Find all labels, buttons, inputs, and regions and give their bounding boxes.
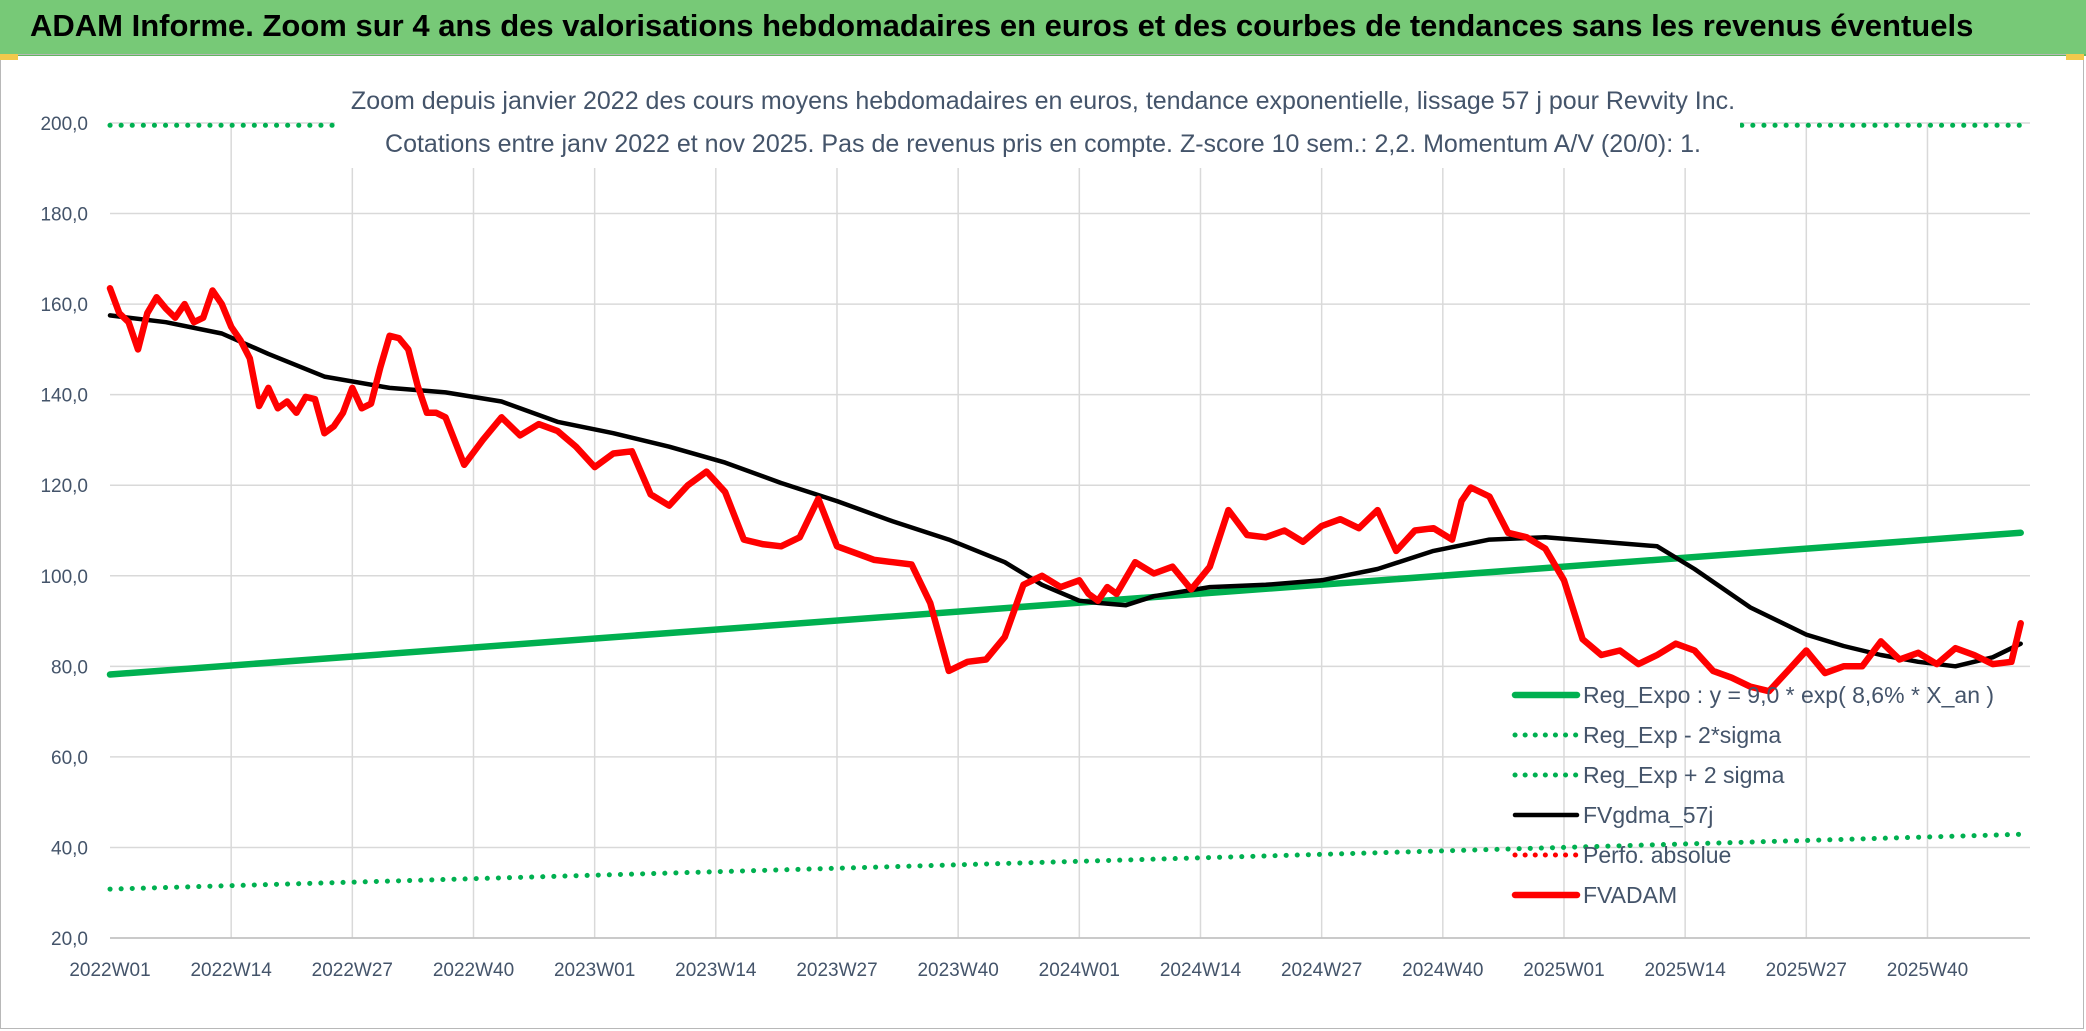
y-tick-label: 200,0 — [40, 114, 88, 135]
x-tick-label: 2023W01 — [554, 960, 635, 981]
y-axis-ticks: 20,0 40,0 60,0 80,0 100,0 120,0 140,0 160,0 180,… — [40, 114, 88, 950]
x-tick-label: 2023W14 — [675, 960, 757, 981]
x-tick-label: 2022W27 — [312, 960, 393, 981]
x-tick-label: 2024W40 — [1402, 960, 1483, 981]
x-tick-label: 2025W01 — [1523, 960, 1604, 981]
y-tick-label: 140,0 — [40, 386, 88, 407]
x-tick-label: 2022W40 — [433, 960, 514, 981]
y-tick-label: 100,0 — [40, 567, 88, 588]
x-tick-label: 2025W27 — [1766, 960, 1847, 981]
x-tick-label: 2022W14 — [190, 960, 272, 981]
series-line-reg-minus-2sigma — [107, 831, 2024, 892]
legend-label: Reg_Exp + 2 sigma — [1583, 762, 1785, 788]
legend-label: FVgdma_57j — [1583, 802, 1713, 828]
y-tick-label: 80,0 — [51, 657, 88, 678]
chart-frame — [0, 54, 2084, 1029]
frame-corner-marker-right — [2066, 54, 2084, 60]
y-tick-label: 40,0 — [51, 838, 88, 859]
y-tick-label: 180,0 — [40, 205, 88, 226]
series-line-fvgdma-57j — [107, 313, 2023, 669]
series-line-fvadam — [106, 285, 2024, 695]
x-tick-label: 2025W40 — [1887, 960, 1968, 981]
x-tick-label: 2024W27 — [1281, 960, 1362, 981]
report-banner: ADAM Informe. Zoom sur 4 ans des valoris… — [0, 0, 2086, 56]
x-tick-label: 2024W01 — [1039, 960, 1120, 981]
x-tick-label: 2023W27 — [796, 960, 877, 981]
y-tick-label: 120,0 — [40, 476, 88, 497]
legend-label: Perfo. absolue — [1583, 842, 1731, 868]
chart-subtitle: Cotations entre janv 2022 et nov 2025. P… — [385, 130, 1701, 158]
subtitle-background — [335, 78, 1740, 168]
legend-label: FVADAM — [1583, 882, 1677, 908]
x-axis-ticks: 2022W01 2022W14 2022W27 2022W40 2023W01 2023W… — [69, 960, 1968, 981]
x-tick-label: 2025W14 — [1644, 960, 1726, 981]
y-tick-label: 160,0 — [40, 295, 88, 316]
report-title: ADAM Informe. Zoom sur 4 ans des valoris… — [30, 8, 1974, 43]
x-tick-label: 2024W14 — [1160, 960, 1242, 981]
y-tick-label: 20,0 — [51, 929, 88, 950]
x-tick-label: 2022W01 — [69, 960, 150, 981]
chart-grid — [110, 122, 2030, 939]
frame-corner-marker-left — [0, 54, 18, 60]
chart-legend: Reg_Expo : y = 9,0 * exp( 8,6% * X_an ) R… — [1511, 682, 1994, 908]
legend-label: Reg_Exp - 2*sigma — [1583, 722, 1781, 748]
legend-label: Reg_Expo : y = 9,0 * exp( 8,6% * X_an ) — [1583, 682, 1994, 708]
y-tick-label: 60,0 — [51, 748, 88, 769]
series-line-reg-expo — [106, 529, 2024, 678]
chart-title: Zoom depuis janvier 2022 des cours moyen… — [351, 87, 1735, 115]
x-tick-label: 2023W40 — [917, 960, 998, 981]
